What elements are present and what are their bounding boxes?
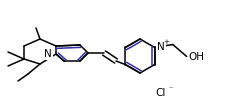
Text: OH: OH: [189, 52, 205, 61]
Text: ⁻: ⁻: [168, 84, 172, 93]
Text: +: +: [164, 39, 170, 45]
Text: N: N: [157, 43, 165, 53]
Text: Cl: Cl: [155, 88, 165, 98]
Text: N: N: [44, 49, 52, 59]
